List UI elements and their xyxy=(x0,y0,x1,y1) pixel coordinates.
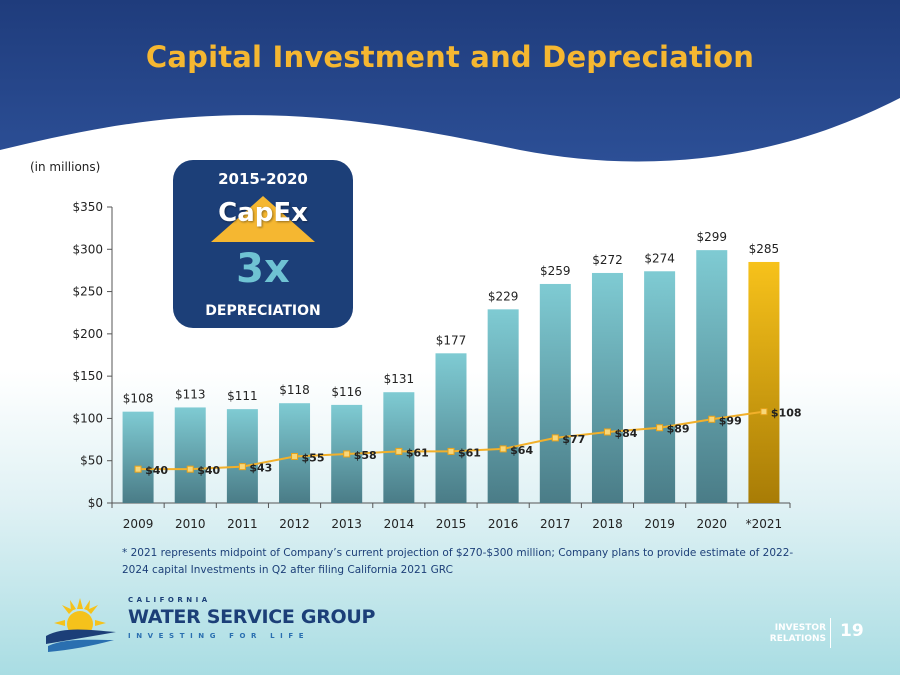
line-value-label: $99 xyxy=(719,414,742,427)
bar-value-label: $299 xyxy=(696,230,727,244)
callout-label: CapEx xyxy=(218,198,308,228)
bar-value-label: $118 xyxy=(279,383,310,397)
bar xyxy=(591,272,623,503)
callout-sub: DEPRECIATION xyxy=(205,303,321,319)
depreciation-line-series: $40 $40 $43 $55 $58 $61 $61 $64 $77 $84 $89 $99 $108 xyxy=(134,407,802,477)
line-point xyxy=(708,415,716,423)
bar xyxy=(696,250,728,503)
line-value-label: $84 xyxy=(614,427,637,440)
logo-name: WATER SERVICE GROUP xyxy=(128,606,376,628)
line-point xyxy=(551,434,559,442)
y-tick-label: $50 xyxy=(80,454,103,468)
x-tick-label: 2009 xyxy=(123,517,154,531)
bar xyxy=(487,309,519,503)
x-tick-label: 2011 xyxy=(227,517,258,531)
bar-value-label: $274 xyxy=(644,251,675,265)
line-value-label: $64 xyxy=(510,444,533,457)
line-point xyxy=(134,465,142,473)
bar-value-label: $108 xyxy=(123,392,154,406)
x-tick-label: 2014 xyxy=(384,517,415,531)
x-tick-label: 2017 xyxy=(540,517,571,531)
y-tick-label: $150 xyxy=(72,369,103,383)
bar-value-label: $116 xyxy=(331,385,362,399)
ir-line-1: INVESTOR xyxy=(774,623,826,633)
logo-state: CALIFORNIA xyxy=(128,596,211,604)
logo-tagline: INVESTING FOR LIFE xyxy=(128,632,310,640)
bar xyxy=(539,283,571,503)
line-point xyxy=(603,428,611,436)
x-tick-label: 2019 xyxy=(644,517,675,531)
line-point xyxy=(760,408,768,416)
investor-relations-label: INVESTOR RELATIONS xyxy=(770,623,826,645)
header-wave-background xyxy=(0,0,900,162)
footnote: * 2021 represents midpoint of Company’s … xyxy=(122,547,794,576)
ir-line-2: RELATIONS xyxy=(769,634,826,644)
line-point xyxy=(238,463,246,471)
bar-value-label: $111 xyxy=(227,389,258,403)
y-tick-label: $300 xyxy=(72,242,103,256)
bar xyxy=(748,261,780,503)
line-value-label: $108 xyxy=(771,407,802,420)
page-number: 19 xyxy=(840,621,864,641)
sun-wave-logo-icon xyxy=(46,598,116,652)
ir-separator xyxy=(830,618,831,648)
line-point xyxy=(447,447,455,455)
bar xyxy=(383,392,415,503)
callout-multiple: 3x xyxy=(236,246,290,292)
y-axis: $0 $50 $100 $150 $200 $250 $300 $350 xyxy=(72,200,113,510)
capex-callout-box: 2015-2020 CapEx 3x DEPRECIATION xyxy=(173,160,353,328)
x-tick-label: 2015 xyxy=(436,517,467,531)
x-tick-label: 2010 xyxy=(175,517,206,531)
bar xyxy=(435,353,467,503)
bar-value-label: $259 xyxy=(540,264,571,278)
bar-value-label: $229 xyxy=(488,289,519,303)
line-value-label: $40 xyxy=(197,464,220,477)
line-point xyxy=(291,452,299,460)
bar xyxy=(644,271,676,503)
y-tick-label: $200 xyxy=(72,327,103,341)
line-value-label: $61 xyxy=(406,446,429,459)
y-tick-label: $0 xyxy=(88,496,103,510)
slide-title: Capital Investment and Depreciation xyxy=(145,40,755,74)
line-point xyxy=(395,447,403,455)
line-value-label: $43 xyxy=(249,462,272,475)
x-tick-label: 2020 xyxy=(696,517,727,531)
bar xyxy=(174,407,206,503)
line-value-label: $55 xyxy=(302,451,325,464)
x-tick-label: *2021 xyxy=(746,517,783,531)
x-tick-label: 2012 xyxy=(279,517,310,531)
x-tick-label: 2013 xyxy=(331,517,362,531)
company-logo: CALIFORNIA WATER SERVICE GROUP INVESTING… xyxy=(44,596,375,656)
bar xyxy=(226,409,258,503)
line-value-label: $40 xyxy=(145,464,168,477)
bar-value-label: $272 xyxy=(592,253,623,267)
line-point xyxy=(343,450,351,458)
line-point xyxy=(499,445,507,453)
triangle-icon xyxy=(211,196,315,242)
bar-value-label: $177 xyxy=(436,333,467,347)
line-value-label: $77 xyxy=(562,433,585,446)
bar-value-label: $285 xyxy=(749,242,780,256)
bar-data-labels: $108 $113 $111 $118 $116 $131 $177 $229 $259 $272… xyxy=(123,230,779,406)
line-value-label: $61 xyxy=(458,446,481,459)
units-label: (in millions) xyxy=(30,160,101,174)
y-tick-label: $250 xyxy=(72,285,103,299)
bar-value-label: $131 xyxy=(384,372,415,386)
line-point xyxy=(186,465,194,473)
bar-value-label: $113 xyxy=(175,387,206,401)
y-tick-label: $350 xyxy=(72,200,103,214)
x-tick-label: 2018 xyxy=(592,517,623,531)
bar-series xyxy=(122,250,780,503)
bar xyxy=(122,411,154,503)
line-value-label: $58 xyxy=(354,449,377,462)
callout-years: 2015-2020 xyxy=(218,170,308,188)
line-point xyxy=(656,424,664,432)
x-tick-label: 2016 xyxy=(488,517,519,531)
line-value-label: $89 xyxy=(667,423,690,436)
y-tick-label: $100 xyxy=(72,411,103,425)
x-axis: 2009 2010 2011 2012 2013 2014 2015 2016 2017 2018… xyxy=(111,502,791,531)
